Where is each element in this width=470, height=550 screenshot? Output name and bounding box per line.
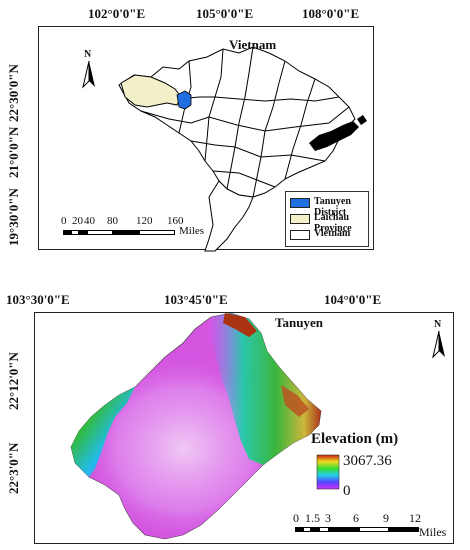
top-y-tick-1: 22°30'0"N: [6, 64, 21, 122]
top-north-arrow: N: [81, 49, 97, 89]
top-scale-label-1: 20: [72, 215, 83, 227]
top-north-label: N: [84, 49, 92, 60]
legend-label-vietnam: Vietnam: [314, 228, 351, 239]
top-map-frame: Vietnam N 0 20 40 80 120 160 Miles Tanuy…: [38, 26, 374, 252]
bottom-scale-label-1: 1.5: [305, 511, 320, 525]
top-scale-label-3: 80: [107, 215, 118, 227]
coastal-islands: [309, 121, 359, 151]
bottom-north-label: N: [434, 319, 442, 330]
vietnam-map: [118, 46, 367, 252]
legend-swatch-laichau: [290, 214, 310, 224]
bottom-scale-label-0: 0: [293, 511, 299, 525]
legend-label-laichau: Laichau Province: [314, 212, 352, 234]
elevation-map: [70, 312, 340, 540]
bottom-scale-label-4: 9: [383, 511, 389, 525]
bottom-scale-bar: 0 1.5 3 6 9 12 Miles: [293, 511, 453, 541]
top-scale-label-0: 0: [61, 215, 67, 227]
bottom-x-tick-1: 103°30'0"E: [6, 292, 70, 307]
bottom-x-tick-3: 104°0'0"E: [324, 292, 382, 307]
country-label: Vietnam: [229, 37, 277, 52]
bottom-x-tick-2: 103°45'0"E: [164, 292, 228, 307]
top-y-tick-2: 21°0'0"N: [6, 126, 21, 178]
top-scale-unit: Miles: [179, 225, 205, 237]
bottom-scale-label-5: 12: [409, 511, 421, 525]
top-x-tick-2: 105°0'0"E: [196, 6, 254, 21]
top-scale-bar: 0 20 40 80 120 160 Miles: [61, 215, 231, 245]
legend-swatch-vietnam: [290, 230, 310, 240]
bottom-scale-label-3: 6: [353, 511, 359, 525]
elevation-min: 0: [343, 483, 351, 499]
top-x-tick-3: 108°0'0"E: [302, 6, 360, 21]
top-y-tick-3: 19°30'0"N: [6, 188, 21, 246]
laichau-province: [120, 74, 182, 108]
bottom-map-frame: Tanuyen N Elevation (m) 3067.36 0 0 1.5 …: [34, 312, 454, 544]
top-scale-label-4: 120: [136, 215, 153, 227]
bottom-scale-label-2: 3: [325, 511, 331, 525]
legend-label-tanuyen: Tanuyen District: [314, 196, 351, 218]
elevation-title: Elevation (m): [311, 431, 399, 447]
district-label: Tanuyen: [275, 315, 323, 330]
tanuyen-district: [176, 90, 192, 110]
elevation-max: 3067.36: [343, 453, 392, 469]
north-arrow-icon: [432, 330, 445, 359]
north-arrow-icon: [82, 60, 95, 89]
legend-swatch-tanuyen: [290, 198, 310, 208]
top-legend: Tanuyen District Laichau Province Vietna…: [285, 191, 369, 247]
bottom-y-tick-2: 22°3'0"N: [6, 442, 21, 494]
bottom-y-tick-1: 22°12'0"N: [6, 352, 21, 410]
top-x-tick-1: 102°0'0"E: [88, 6, 146, 21]
bottom-scale-unit: Miles: [419, 525, 447, 539]
elevation-color-ramp: [316, 454, 340, 490]
bottom-north-arrow: N: [431, 319, 447, 359]
top-scale-label-2: 40: [84, 215, 95, 227]
top-scale-label-5: 160: [167, 215, 184, 227]
